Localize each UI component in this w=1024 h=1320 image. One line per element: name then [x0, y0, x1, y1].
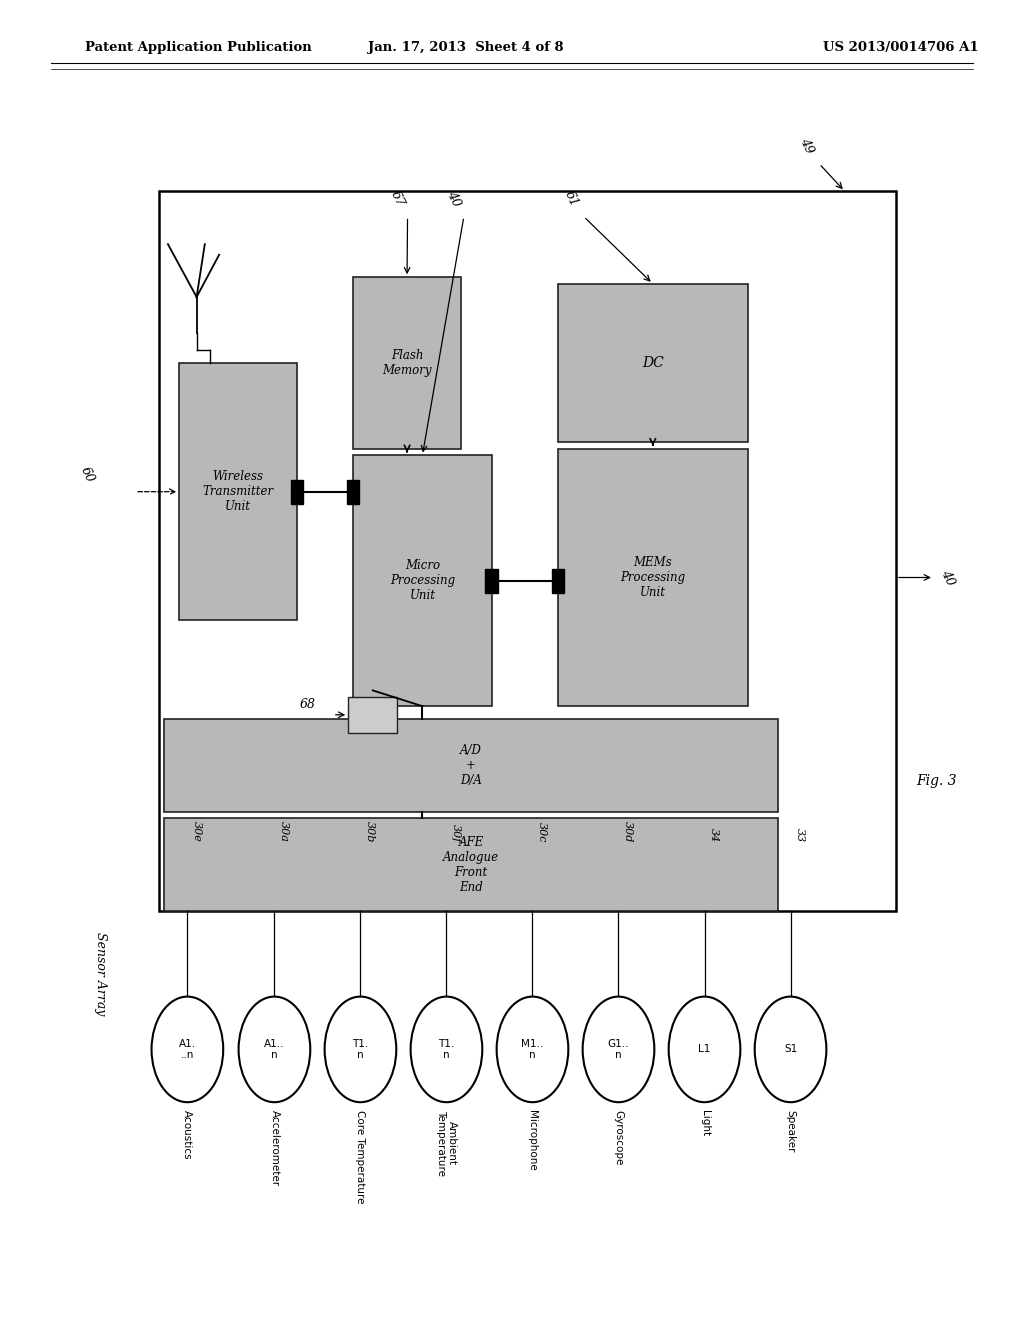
Bar	[558, 284, 748, 442]
Text: 67: 67	[388, 189, 407, 209]
Text: 34: 34	[709, 828, 719, 842]
Bar	[159, 191, 896, 911]
Text: Ambient
Temperature: Ambient Temperature	[435, 1110, 458, 1176]
Text: M1..
n: M1.. n	[521, 1039, 544, 1060]
Ellipse shape	[583, 997, 654, 1102]
Bar	[353, 277, 461, 449]
Text: A1.
..n: A1. ..n	[179, 1039, 196, 1060]
Text: 60: 60	[78, 465, 96, 484]
Text: L1: L1	[698, 1044, 711, 1055]
Text: Wireless
Transmitter
Unit: Wireless Transmitter Unit	[203, 470, 273, 513]
Text: Flash
Memory: Flash Memory	[382, 348, 432, 378]
Bar	[353, 455, 492, 706]
Text: Gyroscope: Gyroscope	[613, 1110, 624, 1166]
Text: 30e: 30e	[191, 821, 202, 842]
Bar	[164, 818, 778, 911]
Ellipse shape	[669, 997, 740, 1102]
Text: Microphone: Microphone	[527, 1110, 538, 1171]
Text: Acoustics: Acoustics	[182, 1110, 193, 1160]
Text: A1..
n: A1.. n	[264, 1039, 285, 1060]
Text: Micro
Processing
Unit: Micro Processing Unit	[390, 560, 455, 602]
Ellipse shape	[325, 997, 396, 1102]
Text: 30f: 30f	[451, 824, 461, 842]
Text: DC: DC	[642, 356, 664, 370]
Bar	[164, 719, 778, 812]
Text: Sensor Array: Sensor Array	[94, 932, 106, 1016]
Bar	[552, 569, 564, 593]
Bar	[347, 479, 359, 503]
Text: AFE
Analogue
Front
End: AFE Analogue Front End	[443, 836, 499, 894]
Text: US 2013/0014706 A1: US 2013/0014706 A1	[823, 41, 979, 54]
Text: Light: Light	[699, 1110, 710, 1137]
Text: MEMs
Processing
Unit: MEMs Processing Unit	[621, 556, 685, 599]
Bar	[558, 449, 748, 706]
Text: 61: 61	[562, 189, 581, 209]
Ellipse shape	[152, 997, 223, 1102]
Text: T1.
n: T1. n	[352, 1039, 369, 1060]
Bar	[179, 363, 297, 620]
Text: Fig. 3: Fig. 3	[916, 775, 957, 788]
Text: 40: 40	[444, 189, 463, 209]
Text: A/D
+
D/A: A/D + D/A	[460, 744, 482, 787]
Ellipse shape	[239, 997, 310, 1102]
Ellipse shape	[411, 997, 482, 1102]
Ellipse shape	[755, 997, 826, 1102]
Text: Jan. 17, 2013  Sheet 4 of 8: Jan. 17, 2013 Sheet 4 of 8	[368, 41, 564, 54]
Text: S1: S1	[784, 1044, 797, 1055]
Text: 30b: 30b	[365, 821, 375, 842]
Text: T1.
n: T1. n	[438, 1039, 455, 1060]
Text: 30d: 30d	[623, 821, 633, 842]
Text: 33: 33	[795, 828, 805, 842]
Bar	[348, 697, 397, 733]
Text: 40: 40	[938, 568, 956, 587]
Text: 49: 49	[798, 136, 816, 156]
Bar	[291, 479, 303, 503]
Text: Speaker: Speaker	[785, 1110, 796, 1152]
Text: Accelerometer: Accelerometer	[269, 1110, 280, 1187]
Text: 30c: 30c	[537, 821, 547, 842]
Ellipse shape	[497, 997, 568, 1102]
Text: Patent Application Publication: Patent Application Publication	[85, 41, 311, 54]
Text: 30a: 30a	[279, 821, 289, 842]
Text: Core Temperature: Core Temperature	[355, 1110, 366, 1204]
Text: 68: 68	[299, 698, 315, 710]
Bar	[485, 569, 498, 593]
Text: G1..
n: G1.. n	[608, 1039, 629, 1060]
